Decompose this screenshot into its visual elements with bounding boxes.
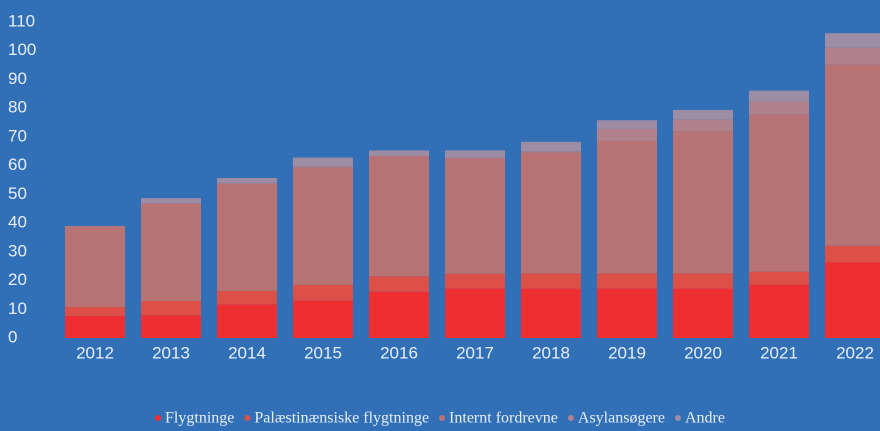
bar-segment [749, 284, 809, 338]
bar-segment [597, 288, 657, 338]
legend-label: Asylansøgere [578, 410, 665, 427]
bar-segment [749, 114, 809, 272]
bar-segment [293, 284, 353, 301]
bar-segment [369, 155, 429, 157]
bar-segment [825, 262, 880, 338]
bar-segment [65, 226, 125, 307]
bar-segment [293, 167, 353, 285]
bar-segment [597, 273, 657, 289]
x-tick-label: 2017 [456, 343, 494, 362]
x-tick-label: 2016 [380, 343, 418, 362]
x-tick-label: 2015 [304, 343, 342, 362]
y-tick-label: 50 [8, 184, 27, 203]
bar-segment [445, 150, 505, 158]
legend-label: Andre [685, 410, 725, 427]
bar-segment [673, 119, 733, 132]
bar-segment [65, 225, 125, 227]
bar-segment [217, 182, 277, 184]
bar-segment [141, 315, 201, 338]
legend-label: Palæstinænsiske flygtninge [254, 410, 429, 427]
bar-segment [217, 290, 277, 305]
bar-segment [369, 276, 429, 292]
bar-segment [825, 245, 880, 263]
bar-segment [445, 288, 505, 338]
legend-label: Internt fordrevne [449, 410, 558, 427]
bar-segment [141, 202, 201, 204]
bar-segment [369, 156, 429, 277]
bar-segment [749, 90, 809, 102]
x-tick-label: 2022 [836, 343, 874, 362]
legend-dot [155, 415, 162, 421]
bar-segment [65, 315, 125, 338]
bar-segment [217, 304, 277, 338]
bar-segment [749, 271, 809, 285]
bar-segment [65, 306, 125, 316]
legend-label: Flygtninge [165, 410, 234, 427]
bar-segment [673, 288, 733, 338]
bar-segment [369, 291, 429, 338]
x-tick-label: 2012 [76, 343, 114, 362]
bar-segment [597, 140, 657, 274]
bar-segment [673, 273, 733, 289]
bar-segment [521, 151, 581, 153]
x-tick-label: 2019 [608, 343, 646, 362]
legend-dot [439, 415, 446, 421]
bar-segment [293, 157, 353, 167]
bar-segment [673, 109, 733, 120]
bar-segment [141, 300, 201, 316]
bar-segment [445, 157, 505, 159]
bar-segment [597, 128, 657, 141]
bar-segment [521, 141, 581, 152]
y-tick-label: 0 [8, 327, 17, 346]
bar-segment [293, 166, 353, 168]
y-tick-label: 20 [8, 270, 27, 289]
bar-segment [521, 273, 581, 289]
bar-segment [293, 300, 353, 338]
bar-segment [521, 152, 581, 274]
bar-segment [825, 33, 880, 48]
bar-segment [597, 120, 657, 129]
y-tick-label: 60 [8, 155, 27, 174]
y-tick-label: 100 [8, 40, 36, 59]
x-tick-label: 2018 [532, 343, 570, 362]
x-tick-label: 2013 [152, 343, 190, 362]
bar-segment [445, 273, 505, 289]
y-tick-label: 90 [8, 69, 27, 88]
legend-dot [244, 415, 251, 421]
bar-segment [369, 150, 429, 156]
y-tick-label: 30 [8, 241, 27, 260]
legend-dot [674, 415, 681, 421]
x-tick-label: 2020 [684, 343, 722, 362]
bar-segment [141, 203, 201, 301]
x-tick-label: 2021 [760, 343, 798, 362]
y-tick-label: 80 [8, 98, 27, 117]
bar-segment [825, 64, 880, 246]
y-tick-label: 70 [8, 126, 27, 145]
bar-segment [217, 183, 277, 291]
bar-segment [445, 158, 505, 274]
x-tick-label: 2014 [228, 343, 266, 362]
y-tick-label: 110 [8, 11, 35, 30]
bar-segment [749, 101, 809, 115]
y-tick-label: 40 [8, 213, 27, 232]
bar-segment [825, 47, 880, 65]
legend-dot [567, 415, 574, 421]
bar-segment [521, 288, 581, 338]
bar-segment [141, 198, 201, 203]
bar-segment [673, 131, 733, 274]
y-tick-label: 10 [8, 299, 27, 318]
bar-segment [217, 177, 277, 183]
